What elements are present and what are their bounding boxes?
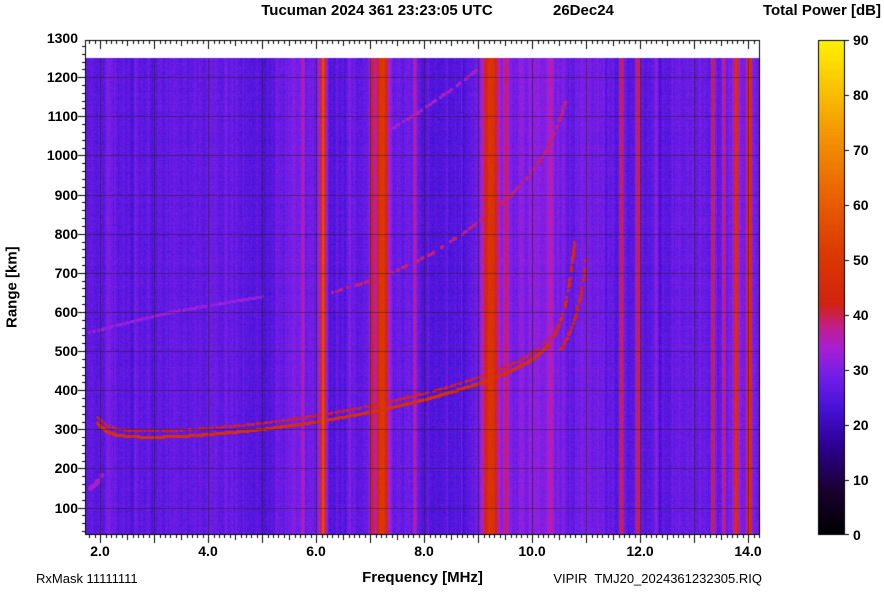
colorbar-tick-label: 50 xyxy=(853,252,869,268)
x-tick-label: 14.0 xyxy=(734,543,762,559)
colorbar-title: Total Power [dB] xyxy=(762,2,881,19)
y-tick-label: 600 xyxy=(54,304,78,320)
colorbar-tick-label: 30 xyxy=(853,362,869,378)
x-tick-label: 4.0 xyxy=(198,543,218,559)
y-tick-label: 300 xyxy=(54,421,78,437)
colorbar-tick-label: 80 xyxy=(853,87,869,103)
rxmask-label: RxMask 11111111 xyxy=(36,571,138,586)
colorbar-tick-label: 60 xyxy=(853,197,869,213)
y-tick-label: 1300 xyxy=(46,30,78,46)
plot-title: Tucuman 2024 361 23:23:05 UTC xyxy=(261,2,493,19)
x-tick-label: 2.0 xyxy=(90,543,110,559)
y-tick-label: 800 xyxy=(54,226,78,242)
x-tick-label: 8.0 xyxy=(414,543,434,559)
y-tick-label: 100 xyxy=(54,500,78,516)
colorbar-tick-label: 20 xyxy=(853,417,869,433)
y-tick-label: 200 xyxy=(54,460,78,476)
colorbar-tick-label: 90 xyxy=(853,32,869,48)
y-tick-label: 500 xyxy=(54,343,78,359)
y-tick-label: 900 xyxy=(54,187,78,203)
colorbar-tick-label: 40 xyxy=(853,307,869,323)
colorbar-tick-label: 0 xyxy=(853,527,861,543)
y-axis-label: Range [km] xyxy=(3,246,21,329)
x-axis-label: Frequency [MHz] xyxy=(362,569,483,586)
colorbar-tick-label: 10 xyxy=(853,472,869,488)
y-tick-label: 400 xyxy=(54,382,78,398)
x-tick-label: 10.0 xyxy=(518,543,546,559)
y-tick-label: 1100 xyxy=(47,108,78,124)
y-tick-label: 1200 xyxy=(46,69,78,85)
plot-date: 26Dec24 xyxy=(553,2,614,19)
y-tick-label: 700 xyxy=(54,265,78,281)
filename-label: VIPIR TMJ20_2024361232305.RIQ xyxy=(553,571,762,586)
y-tick-label: 1000 xyxy=(46,147,78,163)
x-tick-label: 6.0 xyxy=(306,543,326,559)
x-tick-label: 12.0 xyxy=(626,543,654,559)
colorbar-tick-label: 70 xyxy=(853,142,869,158)
